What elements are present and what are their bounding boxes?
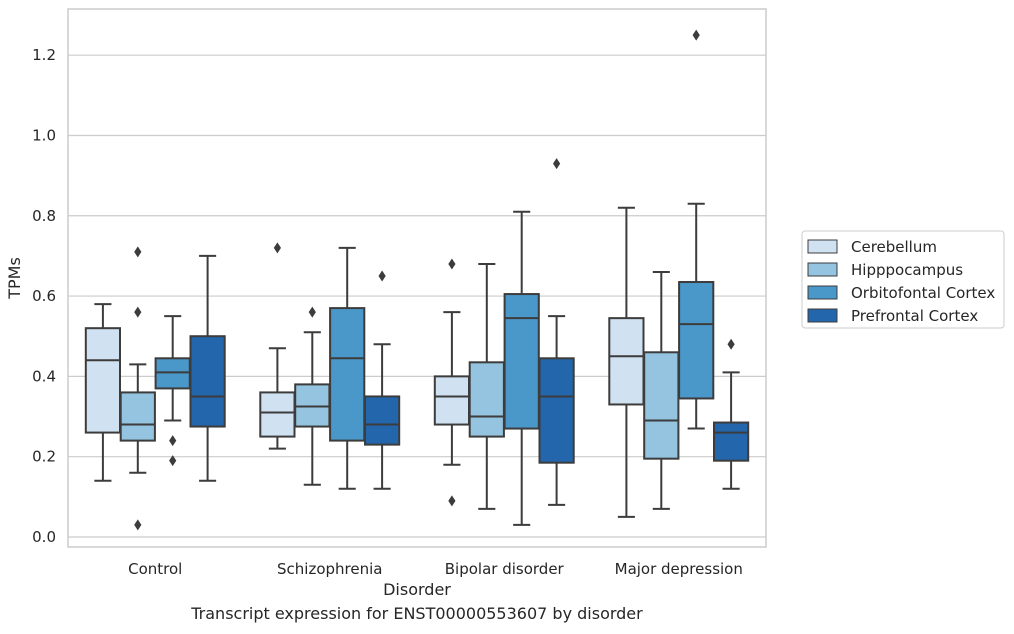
- y-tick-label: 1.2: [32, 46, 56, 64]
- outlier-point: [308, 306, 316, 318]
- box-iqr: [189, 335, 226, 428]
- x-tick-label: Schizophrenia: [277, 560, 382, 578]
- box-iqr: [154, 357, 191, 390]
- outlier-point: [134, 246, 142, 258]
- outlier-point: [169, 435, 177, 447]
- box-iqr: [643, 351, 680, 460]
- box-iqr: [119, 391, 156, 442]
- legend-item: Cerebellum: [807, 238, 937, 256]
- box-hipppocampus: [119, 246, 156, 531]
- x-axis-ticks: Control Schizophrenia Bipolar disorder Majo…: [128, 560, 743, 578]
- box-cerebellum: [84, 303, 122, 482]
- outlier-point: [448, 495, 456, 507]
- legend-swatch: [807, 262, 838, 277]
- y-tick-label: 0.0: [32, 528, 56, 546]
- legend-label: Prefrontal Cortex: [851, 307, 978, 325]
- y-tick-label: 0.8: [32, 207, 56, 225]
- legend-frame: [801, 230, 1005, 329]
- box-orbitofontal-cortex: [154, 315, 191, 467]
- box-orbitofontal-cortex: [503, 210, 540, 526]
- y-tick-label: 0.6: [32, 287, 56, 305]
- box-hipppocampus: [643, 270, 680, 510]
- y-axis-label: TPMs: [5, 257, 24, 300]
- x-tick-label: Control: [128, 560, 182, 578]
- outlier-point: [448, 258, 456, 270]
- outlier-point: [273, 242, 281, 254]
- box-iqr: [468, 361, 505, 438]
- outlier-point: [169, 455, 177, 467]
- legend-item: Hipppocampus: [807, 261, 963, 279]
- outlier-point: [378, 270, 386, 282]
- box-iqr: [608, 317, 645, 406]
- box-iqr: [712, 421, 750, 462]
- box-orbitofontal-cortex: [678, 29, 715, 430]
- outlier-point: [692, 29, 700, 41]
- legend-item: Prefrontal Cortex: [807, 307, 978, 325]
- outlier-point: [134, 519, 142, 531]
- box-hipppocampus: [294, 306, 331, 486]
- box-prefrontal-cortex: [538, 158, 575, 506]
- legend: Cerebellum Hipppocampus Orbitofontal Corte…: [801, 230, 1005, 329]
- plot-frame: [67, 8, 767, 548]
- box-prefrontal-cortex: [189, 254, 226, 482]
- box-iqr: [294, 383, 331, 428]
- y-axis-ticks: 0.0 0.2 0.4 0.6 0.8 1.0 1.2: [32, 46, 56, 546]
- box-iqr: [363, 395, 401, 446]
- box-cerebellum: [259, 242, 296, 450]
- y-tick-label: 1.0: [32, 126, 56, 144]
- outlier-point: [134, 306, 142, 318]
- x-axis-label: Disorder: [383, 580, 451, 599]
- box-prefrontal-cortex: [363, 270, 401, 490]
- box-prefrontal-cortex: [712, 338, 750, 490]
- x-tick-label: Bipolar disorder: [445, 560, 565, 578]
- box-cerebellum: [433, 258, 471, 507]
- legend-swatch: [807, 285, 838, 300]
- box-iqr: [538, 357, 575, 464]
- box-iqr: [433, 375, 471, 426]
- box-orbitofontal-cortex: [329, 246, 366, 490]
- legend-swatch: [807, 239, 838, 254]
- legend-swatch: [807, 308, 838, 323]
- y-tick-label: 0.2: [32, 448, 56, 466]
- box-hipppocampus: [468, 262, 505, 510]
- box-iqr: [329, 307, 366, 442]
- x-tick-label: Major depression: [615, 560, 743, 578]
- box-iqr: [503, 293, 540, 430]
- box-iqr: [259, 391, 296, 438]
- boxes: [84, 29, 750, 531]
- outlier-point: [553, 158, 561, 170]
- y-tick-label: 0.4: [32, 367, 56, 385]
- legend-label: Cerebellum: [851, 238, 937, 256]
- legend-label: Hipppocampus: [851, 261, 963, 279]
- chart-caption: Transcript expression for ENST0000055360…: [191, 604, 643, 623]
- outlier-point: [727, 338, 735, 350]
- box-cerebellum: [608, 206, 645, 518]
- box-iqr: [84, 327, 122, 434]
- legend-label: Orbitofontal Cortex: [851, 284, 995, 302]
- legend-item: Orbitofontal Cortex: [807, 284, 995, 302]
- box-iqr: [678, 281, 715, 400]
